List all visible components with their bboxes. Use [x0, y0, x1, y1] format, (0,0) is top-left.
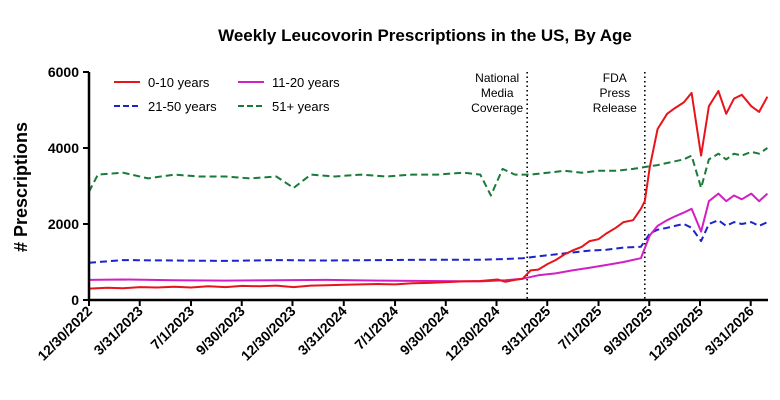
legend-label: 0-10 years — [148, 75, 210, 90]
x-tick-label: 3/31/2023 — [90, 303, 146, 359]
series-line-0-10-years — [88, 90, 769, 290]
legend-label: 51+ years — [272, 99, 330, 114]
x-tick-label: 3/31/2025 — [498, 303, 554, 359]
x-tick-label: 7/1/2025 — [555, 303, 605, 353]
y-axis-label: # Prescriptions — [11, 122, 31, 252]
y-tick-label: 6000 — [48, 64, 79, 80]
x-tick-label: 12/30/2023 — [238, 303, 299, 364]
y-tick-label: 4000 — [48, 140, 79, 156]
x-tick-label: 12/30/2025 — [645, 303, 706, 364]
x-tick-label: 7/1/2023 — [147, 303, 197, 353]
series-line-51-years — [88, 147, 768, 197]
x-tick-label: 3/31/2026 — [701, 303, 757, 359]
annotation-text: Coverage — [471, 101, 523, 115]
annotation-text: Media — [481, 86, 514, 100]
x-tick-label: 12/30/2022 — [34, 303, 95, 364]
chart-title: Weekly Leucovorin Prescriptions in the U… — [218, 26, 632, 45]
legend-label: 21-50 years — [148, 99, 217, 114]
series-layer — [88, 90, 769, 290]
legend-label: 11-20 years — [272, 75, 340, 90]
legend: 0-10 years 11-20 years 21-50 years 51+ year… — [114, 75, 340, 114]
y-tick-label: 0 — [71, 292, 79, 308]
series-line-11-20-years — [88, 192, 769, 283]
annotation-text: National — [475, 71, 519, 85]
x-tick-label: 12/30/2024 — [442, 303, 503, 364]
annotation-text: Release — [593, 101, 637, 115]
series-line-21-50-years — [88, 219, 768, 264]
annotation-text: Press — [599, 86, 630, 100]
x-tick-label: 7/1/2024 — [351, 303, 401, 353]
annotation-text: FDA — [603, 71, 627, 85]
x-tick-label: 3/31/2024 — [295, 303, 351, 359]
y-tick-label: 2000 — [48, 216, 79, 232]
